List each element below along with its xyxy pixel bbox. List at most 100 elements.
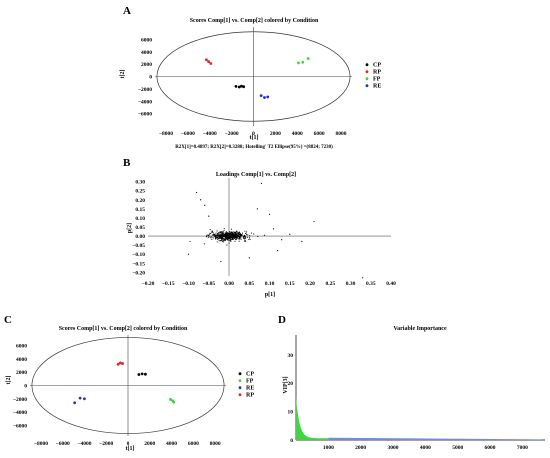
pb-loading-point — [212, 237, 214, 239]
panel-a-caption: R2X[1]=0.4897; R2X[2]=0.3288; Hotelling'… — [175, 145, 333, 150]
pb-loading-point — [237, 238, 239, 240]
pb-x-tick-label: 0.10 — [265, 281, 275, 287]
pb-loading-point — [232, 231, 234, 233]
pd-y-tick-label: 10 — [288, 410, 294, 416]
pc-y-tick-label: −4000 — [13, 410, 27, 416]
panel-b-points — [187, 182, 364, 279]
panel-c-hotelling-ellipse — [31, 337, 225, 434]
pb-loading-point — [245, 232, 247, 234]
pa-y-tick-label: 0 — [149, 75, 152, 81]
pb-loading-point — [221, 231, 223, 233]
pc-x-tick-label: 4000 — [166, 441, 177, 447]
pb-y-tick-label: 0.10 — [135, 216, 145, 222]
pb-loading-point — [227, 239, 229, 241]
pb-loading-outlier — [248, 257, 250, 259]
pb-x-tick-label: 0.05 — [244, 281, 254, 287]
pa-x-tick-label: −2000 — [225, 131, 239, 137]
pb-loading-point — [216, 236, 219, 239]
pa-point-fp — [296, 61, 300, 65]
pb-loading-point — [207, 237, 209, 239]
pb-loading-point — [226, 232, 228, 234]
panel-label-b: B — [123, 157, 131, 169]
pb-loading-point — [227, 236, 230, 238]
pb-loading-point — [213, 234, 216, 236]
pc-legend-label-fp: FP — [246, 379, 254, 385]
panel-b-ticks: −0.20 −0.15 −0.10 −0.05 0.00 0.05 0.10 0.15 0.20… — [132, 180, 396, 287]
pb-loading-point — [234, 240, 236, 242]
pa-point-rp — [207, 60, 211, 64]
pc-legend-label-rp: RP — [246, 393, 254, 399]
pa-point-fp — [306, 57, 310, 60]
pb-loading-point — [224, 239, 226, 242]
pc-x-tick-label: −2000 — [99, 441, 113, 447]
pc-point-fp — [169, 398, 172, 401]
pb-loading-point — [249, 238, 251, 240]
pb-loading-point — [213, 233, 215, 235]
pc-x-tick-label: 6000 — [188, 441, 199, 447]
pb-loading-point — [221, 235, 223, 237]
pc-point-rp — [121, 362, 124, 365]
pb-loading-point — [243, 234, 245, 236]
pb-loading-point — [228, 235, 230, 237]
pb-x-tick-label: −0.15 — [162, 281, 175, 287]
pb-loading-point — [238, 236, 240, 238]
pd-x-tick-label: 1000 — [323, 445, 334, 451]
pb-loading-point — [236, 236, 238, 238]
pb-loading-point — [218, 233, 220, 235]
pb-loading-point — [222, 237, 224, 240]
pb-loading-point — [229, 232, 231, 234]
pb-loading-point — [237, 231, 239, 234]
pc-point-rp — [116, 362, 120, 366]
panel-a-x-label: t[1] — [250, 135, 259, 141]
pb-loading-point — [234, 233, 236, 235]
pb-x-tick-label: 0.40 — [386, 281, 396, 287]
pb-loading-point — [240, 235, 242, 237]
pb-loading-point — [225, 231, 227, 233]
pb-loading-point — [217, 238, 219, 240]
pb-x-tick-label: 0.30 — [346, 281, 356, 287]
pa-point-rp — [209, 62, 213, 65]
panel-c-ticks: −8000 −6000 −4000 −2000 0 2000 4000 6000 8000 600… — [13, 344, 221, 447]
pa-x-tick-label: 4000 — [292, 131, 303, 137]
pb-loading-point — [247, 234, 249, 236]
pb-loading-point — [231, 233, 234, 235]
pb-loading-point — [205, 236, 208, 238]
pb-loading-point — [239, 236, 241, 238]
pb-loading-outlier — [260, 182, 262, 185]
panel-c-title: Scores Comp[1] vs. Comp[2] colored by Co… — [59, 326, 188, 332]
pb-loading-point — [214, 236, 217, 238]
panel-d-title: Variable Importance — [393, 326, 447, 332]
panel-c-scores-plot: Scores Comp[1] vs. Comp[2] colored by Co… — [6, 326, 254, 452]
pa-legend-swatch-cp — [365, 63, 369, 67]
pa-point-re — [266, 95, 270, 99]
pb-y-tick-label: 0.30 — [135, 180, 145, 186]
pb-loading-outlier — [208, 215, 210, 217]
pb-loading-point — [210, 232, 212, 235]
pb-loading-outlier — [272, 228, 275, 230]
pc-point-cp — [137, 373, 141, 376]
panel-d-vip-tail — [328, 437, 542, 440]
pb-loading-outlier — [187, 253, 190, 255]
panel-b-title: Loadings Comp[1] vs. Comp[2] — [216, 172, 296, 178]
pc-y-tick-label: −6000 — [13, 423, 27, 429]
pb-loading-point — [222, 234, 224, 236]
pb-loading-point — [209, 234, 211, 236]
pb-x-tick-label: −0.10 — [182, 281, 195, 287]
pb-loading-point — [222, 232, 224, 234]
pb-loading-point — [250, 232, 252, 234]
pb-loading-point — [219, 234, 221, 236]
pb-loading-point — [228, 236, 230, 238]
pb-loading-point — [236, 238, 238, 240]
pb-loading-point — [210, 235, 212, 237]
pa-point-rp — [205, 58, 208, 62]
panel-d-vip-bars — [296, 397, 329, 440]
pb-loading-point — [211, 230, 213, 232]
pb-loading-outlier — [204, 204, 206, 206]
pc-legend-swatch-re — [238, 386, 242, 390]
pd-x-tick-label: 4000 — [420, 445, 431, 451]
pb-loading-point — [226, 236, 228, 238]
pb-loading-point — [227, 234, 229, 236]
pb-loading-point — [239, 234, 241, 236]
